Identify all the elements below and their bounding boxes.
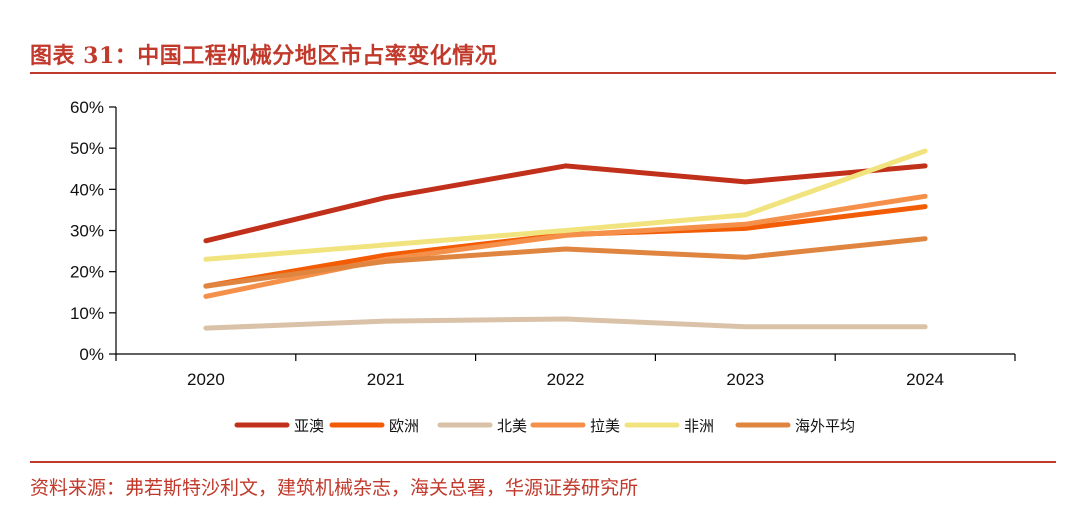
y-axis: 0% 10% 20% 30% 40% 50% 60% <box>70 98 117 364</box>
legend-label: 拉美 <box>590 417 620 435</box>
y-tick-label: 0% <box>79 345 104 364</box>
legend-label: 北美 <box>497 417 527 435</box>
y-tick-label: 20% <box>70 263 104 282</box>
series-line-海外平均 <box>203 236 928 289</box>
y-tick-label: 50% <box>70 139 104 158</box>
x-tick-label: 2021 <box>367 370 405 389</box>
x-tick-label: 2020 <box>187 370 225 389</box>
title-divider <box>30 72 1056 74</box>
source-note: 资料来源：弗若斯特沙利文，建筑机械杂志，海关总署，华源证券研究所 <box>30 477 639 499</box>
chart-title: 图表 31：中国工程机械分地区市占率变化情况 <box>30 43 498 69</box>
legend-label: 欧洲 <box>389 417 419 435</box>
legend: 亚澳 欧洲 北美 拉美 非洲 海外平均 <box>234 417 855 435</box>
y-tick-label: 30% <box>70 222 104 241</box>
series-line-北美 <box>203 316 928 331</box>
y-tick-label: 60% <box>70 98 104 117</box>
legend-label: 亚澳 <box>294 417 324 435</box>
legend-label: 海外平均 <box>795 417 855 435</box>
x-axis: 2020 2021 2022 2023 2024 <box>115 353 1016 389</box>
source-divider <box>30 461 1056 463</box>
legend-label: 非洲 <box>684 417 714 435</box>
y-tick-label: 10% <box>70 304 104 323</box>
series-line-拉美 <box>203 193 928 299</box>
x-tick-label: 2024 <box>906 370 944 389</box>
series-group <box>203 148 928 331</box>
y-tick-label: 40% <box>70 180 104 199</box>
series-line-亚澳 <box>203 163 928 244</box>
x-tick-label: 2023 <box>726 370 764 389</box>
x-tick-label: 2022 <box>547 370 585 389</box>
